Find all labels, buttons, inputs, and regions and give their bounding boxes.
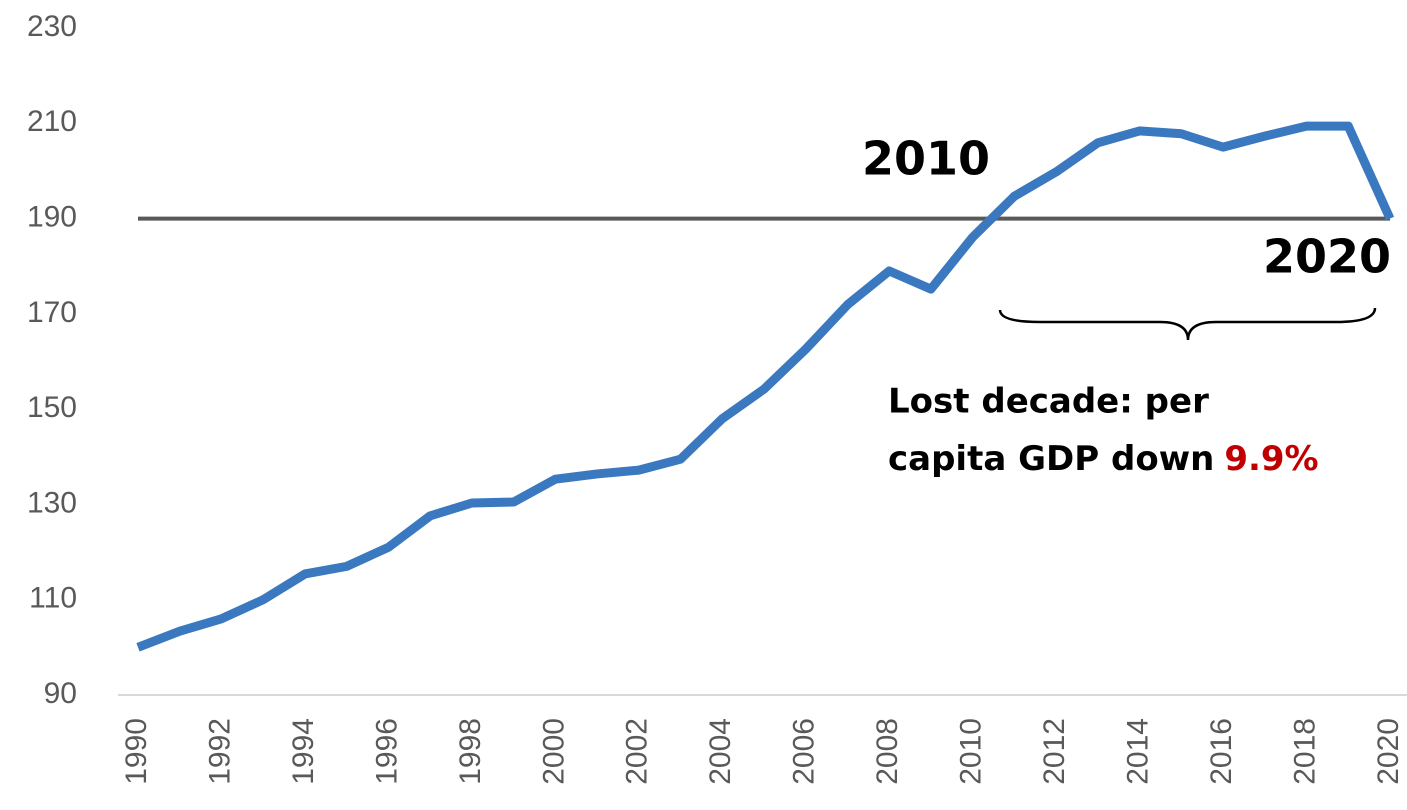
x-tick-label: 1994 [287, 718, 320, 785]
line-series [136, 121, 1395, 652]
y-tick-label: 90 [44, 677, 77, 710]
x-tick-label: 1992 [203, 718, 236, 785]
x-tick-label: 2014 [1122, 718, 1155, 785]
annotation: 2010 [862, 132, 990, 186]
x-tick-label: 2012 [1038, 718, 1071, 785]
note: Lost decade: per [888, 382, 1209, 422]
x-tick-label: 2002 [621, 718, 654, 785]
x-tick-label: 1990 [120, 718, 153, 785]
x-tick-label: 2020 [1372, 718, 1405, 785]
highlight: 9.9% [1224, 439, 1318, 479]
x-tick-label: 2018 [1288, 718, 1321, 785]
y-tick-label: 130 [27, 486, 77, 519]
y-tick-label: 230 [27, 10, 77, 43]
y-tick-label: 210 [27, 105, 77, 138]
y-tick-label: 150 [27, 391, 77, 424]
annotation: 2020 [1263, 230, 1391, 284]
x-tick-label: 2010 [955, 718, 988, 785]
y-tick-label: 110 [29, 582, 77, 615]
x-tick-label: 1996 [370, 718, 403, 785]
y-tick-label: 190 [27, 200, 77, 233]
x-tick-label: 2008 [871, 718, 904, 785]
note: capita GDP down 9.9% [888, 439, 1319, 479]
x-tick-label: 2006 [788, 718, 821, 785]
y-tick-label: 170 [27, 296, 77, 329]
x-tick-label: 1998 [454, 718, 487, 785]
brace [998, 307, 1377, 341]
x-tick-label: 2004 [704, 718, 737, 785]
x-tick-label: 2000 [537, 718, 570, 785]
note-line: capita GDP down [888, 439, 1214, 479]
x-tick-label: 2016 [1205, 718, 1238, 785]
